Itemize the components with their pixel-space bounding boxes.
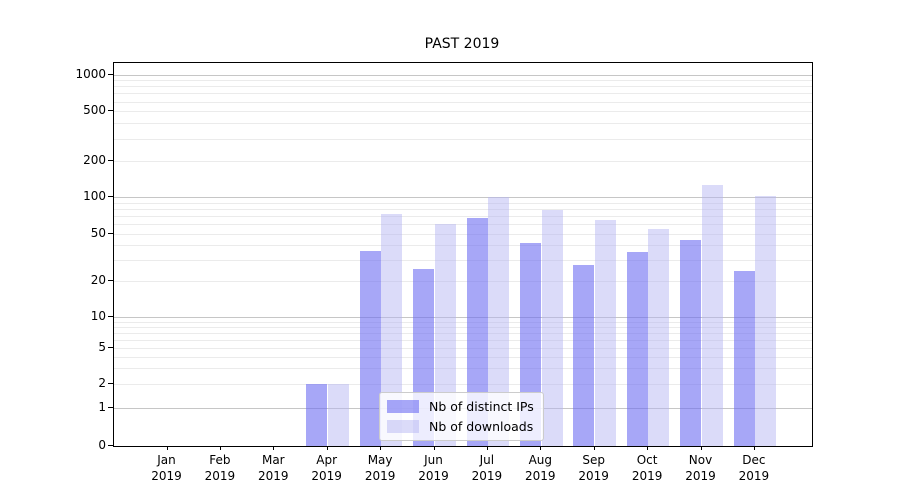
x-tick-label-mar: Mar 2019 [258, 453, 289, 483]
gridline-700 [114, 93, 812, 95]
gridline-8 [114, 327, 812, 329]
x-tick-label-may: May 2019 [364, 453, 396, 483]
gridline-20 [114, 280, 812, 282]
legend-label-distinct-ips: Nb of distinct IPs [429, 399, 534, 414]
y-tick-label-0: 0 [98, 438, 106, 452]
bar-nov-ips [680, 240, 702, 446]
y-tick-label-10: 10 [90, 309, 106, 323]
y-tick-mark-0 [108, 445, 113, 446]
gridline-600 [114, 101, 812, 103]
x-tick-label-jun: Jun 2019 [418, 453, 449, 483]
x-tick-mark-may [380, 446, 382, 450]
bar-apr-ips [306, 384, 328, 446]
legend-row-distinct-ips: Nb of distinct IPs [387, 399, 534, 414]
y-tick-label-100: 100 [83, 189, 106, 203]
gridline-400 [114, 123, 812, 125]
legend-swatch-distinct-ips [387, 400, 419, 413]
gridline-10 [114, 317, 812, 318]
gridline-6 [114, 340, 812, 342]
x-tick-label-feb: Feb 2019 [204, 453, 236, 483]
bar-jul-downloads [488, 197, 510, 446]
gridline-2 [114, 384, 812, 385]
gridline-40 [114, 245, 812, 247]
x-tick-mark-oct [647, 446, 649, 450]
x-tick-mark-sep [593, 446, 595, 450]
x-tick-mark-dec [753, 446, 755, 450]
y-tick-mark-10 [108, 316, 113, 317]
bar-dec-downloads [755, 195, 777, 446]
gridline-4 [114, 357, 812, 358]
y-tick-label-500: 500 [83, 103, 106, 117]
bar-jun-downloads [434, 224, 456, 446]
y-tick-label-1000: 1000 [75, 66, 106, 81]
legend-swatch-downloads [387, 420, 419, 433]
gridline-5 [114, 348, 812, 350]
bar-oct-ips [626, 251, 648, 446]
y-tick-mark-5 [108, 347, 113, 349]
gridline-90 [114, 202, 812, 204]
y-tick-mark-1000 [108, 73, 113, 75]
gridline-3 [114, 368, 812, 370]
bar-nov-downloads [701, 185, 723, 446]
y-tick-mark-50 [108, 232, 113, 234]
legend: Nb of distinct IPs Nb of downloads [379, 392, 544, 441]
x-tick-mark-mar [273, 446, 275, 450]
x-tick-mark-feb [219, 446, 221, 450]
y-tick-label-1: 1 [98, 400, 106, 414]
y-tick-label-50: 50 [90, 225, 106, 240]
bar-jul-ips [466, 218, 488, 446]
gridline-100 [114, 197, 812, 198]
y-tick-label-200: 200 [83, 153, 106, 167]
x-tick-label-jul: Jul 2019 [471, 453, 503, 483]
gridline-70 [114, 215, 812, 217]
y-tick-mark-100 [108, 196, 113, 197]
bar-dec-ips [733, 271, 755, 446]
gridline-200 [114, 161, 812, 162]
y-tick-label-20: 20 [90, 272, 106, 287]
x-tick-label-sep: Sep 2019 [578, 453, 609, 483]
gridline-300 [114, 138, 812, 140]
bar-may-ips [359, 250, 381, 446]
gridline-9 [114, 321, 812, 323]
x-tick-label-jan: Jan 2019 [151, 453, 182, 483]
chart-title: PAST 2019 [424, 36, 500, 52]
x-tick-label-aug: Aug 2019 [525, 453, 556, 483]
x-tick-mark-jun [433, 446, 435, 450]
bar-may-downloads [381, 213, 403, 446]
gridline-60 [114, 224, 812, 225]
gridline-7 [114, 333, 812, 335]
gridline-30 [114, 259, 812, 261]
y-tick-mark-200 [108, 160, 113, 161]
y-tick-mark-2 [108, 383, 113, 384]
bar-sep-downloads [594, 219, 617, 446]
y-tick-mark-20 [108, 279, 113, 281]
x-tick-mark-jan [166, 446, 168, 450]
plot-area: Nb of distinct IPs Nb of downloads [113, 62, 813, 447]
x-tick-mark-nov [700, 446, 702, 450]
legend-label-downloads: Nb of downloads [429, 419, 534, 434]
x-tick-label-nov: Nov 2019 [685, 453, 716, 483]
x-tick-label-dec: Dec 2019 [738, 453, 770, 483]
bar-oct-downloads [648, 228, 670, 446]
y-tick-label-2: 2 [98, 376, 106, 390]
gridline-800 [114, 86, 812, 88]
bar-aug-downloads [541, 210, 563, 446]
x-tick-label-apr: Apr 2019 [311, 453, 342, 483]
x-tick-mark-jul [486, 446, 488, 450]
bar-apr-downloads [327, 384, 350, 446]
gridline-50 [114, 233, 812, 235]
x-tick-label-oct: Oct 2019 [631, 453, 663, 483]
y-tick-label-5: 5 [98, 340, 106, 355]
legend-row-downloads: Nb of downloads [387, 419, 534, 434]
x-tick-mark-apr [326, 446, 328, 450]
y-tick-mark-500 [108, 110, 113, 111]
gridline-80 [114, 208, 812, 210]
y-tick-mark-1 [108, 407, 113, 408]
gridline-900 [114, 80, 812, 82]
x-tick-mark-aug [540, 446, 542, 450]
gridline-500 [114, 111, 812, 112]
bar-sep-ips [573, 265, 595, 446]
gridline-1000 [114, 74, 812, 76]
